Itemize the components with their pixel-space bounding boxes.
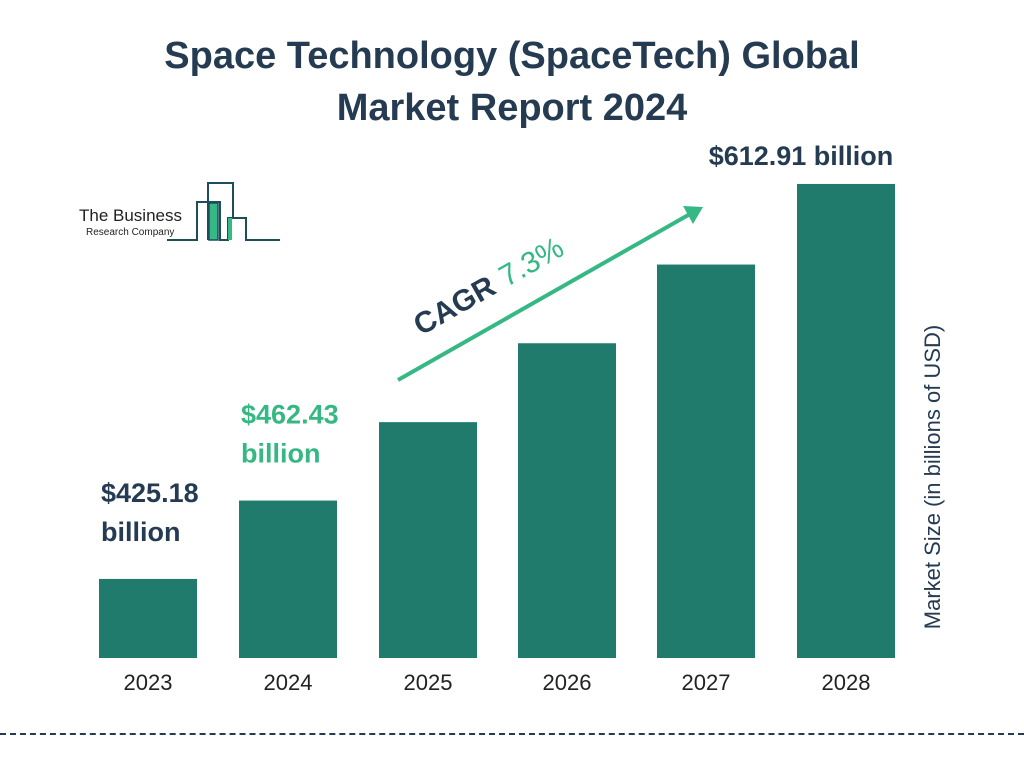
bar-2027 [657,264,755,658]
bar-2028 [797,183,895,658]
bar-2025 [379,422,477,658]
y-axis-label: Market Size (in billions of USD) [920,324,945,630]
cagr-arrow [397,206,703,382]
x-tick-label: 2023 [124,670,173,695]
data-label: $462.43 [241,400,339,430]
title-line-2: Market Report 2024 [336,87,688,129]
data-label: billion [241,439,320,469]
title-line-1: Space Technology (SpaceTech) Global [164,35,860,77]
dashed-divider [0,733,1024,735]
chart-title: Space Technology (SpaceTech) Global Mark… [0,30,1024,134]
bar-2024 [239,500,337,658]
cagr-value: 7.3% [494,231,570,293]
bar-2023 [99,578,197,658]
x-tick-label: 2027 [682,670,731,695]
x-tick-label: 2024 [264,670,313,695]
cagr-label: CAGR7.3% [408,231,569,342]
data-label: $612.91 billion [709,141,894,171]
x-tick-label: 2026 [543,670,592,695]
logo-text-1: The Business [79,206,182,225]
logo-buildings-icon [167,182,280,241]
x-tick-label: 2025 [404,670,453,695]
company-logo: The Business Research Company [60,175,290,250]
arrow-head-icon [683,206,703,224]
data-label: billion [101,517,180,547]
bar-2026 [518,343,616,658]
x-tick-label: 2028 [822,670,871,695]
data-label: $425.18 [101,478,199,508]
logo-text-2: Research Company [86,227,175,238]
